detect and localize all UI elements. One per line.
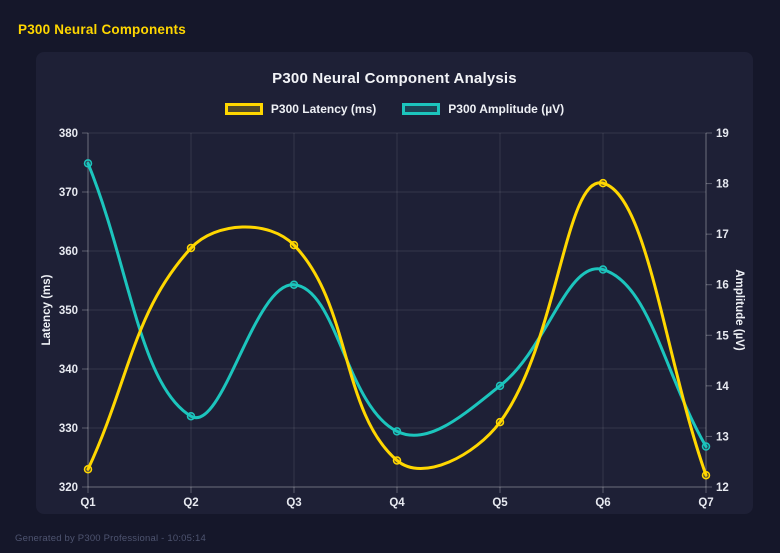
latency-point-q7[interactable] xyxy=(701,470,711,480)
chart-title: P300 Neural Component Analysis xyxy=(272,70,517,87)
x-tick-label: Q7 xyxy=(698,497,713,509)
x-tick-label: Q5 xyxy=(492,497,508,509)
latency-line xyxy=(86,181,708,477)
legend-label-amplitude: P300 Amplitude (µV) xyxy=(448,102,565,116)
x-tick-label: Q2 xyxy=(183,497,198,509)
y-tick-label-left: 320 xyxy=(59,482,78,494)
y-tick-label-left: 370 xyxy=(59,187,78,199)
y-tick-label-left: 350 xyxy=(59,305,78,317)
amplitude-point-q7[interactable] xyxy=(701,442,711,451)
y-tick-label-right: 19 xyxy=(716,128,729,140)
latency-point-q4[interactable] xyxy=(392,456,402,465)
latency-point-q3[interactable] xyxy=(289,240,299,250)
y-tick-label-left: 330 xyxy=(59,423,78,435)
latency-swatch-icon xyxy=(224,103,263,115)
amplitude-line xyxy=(86,161,708,449)
x-tick-label: Q1 xyxy=(80,497,96,509)
amplitude-point-q5[interactable] xyxy=(495,381,505,391)
y-tick-label-right: 18 xyxy=(716,179,729,191)
latency-point-q2[interactable] xyxy=(186,243,196,253)
x-tick-label: Q3 xyxy=(286,497,301,509)
amplitude-point-q1[interactable] xyxy=(83,159,93,168)
chart-plot-area: 320 330 340 350 360 370 380 12 13 14 15 16 17 18 19 Q1 Q… xyxy=(59,128,730,509)
amplitude-point-q3[interactable] xyxy=(289,280,299,289)
footer-text: Generated by P300 Professional - 10:05:1… xyxy=(15,533,206,544)
amplitude-point-q4[interactable] xyxy=(392,427,402,436)
legend-item-latency[interactable]: P300 Latency (ms) xyxy=(224,102,377,116)
legend-label-latency: P300 Latency (ms) xyxy=(270,102,377,116)
page-title: P300 Neural Components xyxy=(18,22,186,37)
latency-point-q5[interactable] xyxy=(495,417,505,427)
amplitude-point-q2[interactable] xyxy=(186,411,196,421)
y-tick-label-right: 15 xyxy=(716,330,729,342)
legend-item-amplitude[interactable]: P300 Amplitude (µV) xyxy=(402,102,564,116)
amplitude-swatch-icon xyxy=(402,103,441,115)
latency-point-q1[interactable] xyxy=(83,465,93,474)
y-tick-label-right: 17 xyxy=(716,229,729,241)
amplitude-point-q6[interactable] xyxy=(598,265,608,274)
y-tick-label-left: 340 xyxy=(59,364,78,376)
y-tick-label-left: 360 xyxy=(59,246,78,258)
y-tick-label-right: 12 xyxy=(716,482,729,494)
x-tick-label: Q4 xyxy=(389,497,405,509)
y-tick-label-right: 16 xyxy=(716,280,729,292)
x-tick-label: Q6 xyxy=(595,497,610,509)
y-tick-label-right: 14 xyxy=(716,381,729,393)
y-tick-label-left: 380 xyxy=(59,128,78,140)
latency-point-q6[interactable] xyxy=(598,178,608,188)
chart-legend: P300 Latency (ms) P300 Amplitude (µV) xyxy=(36,99,753,119)
chart-card: P300 Neural Component Analysis P300 Late… xyxy=(36,52,753,514)
y-tick-label-right: 13 xyxy=(716,431,729,443)
